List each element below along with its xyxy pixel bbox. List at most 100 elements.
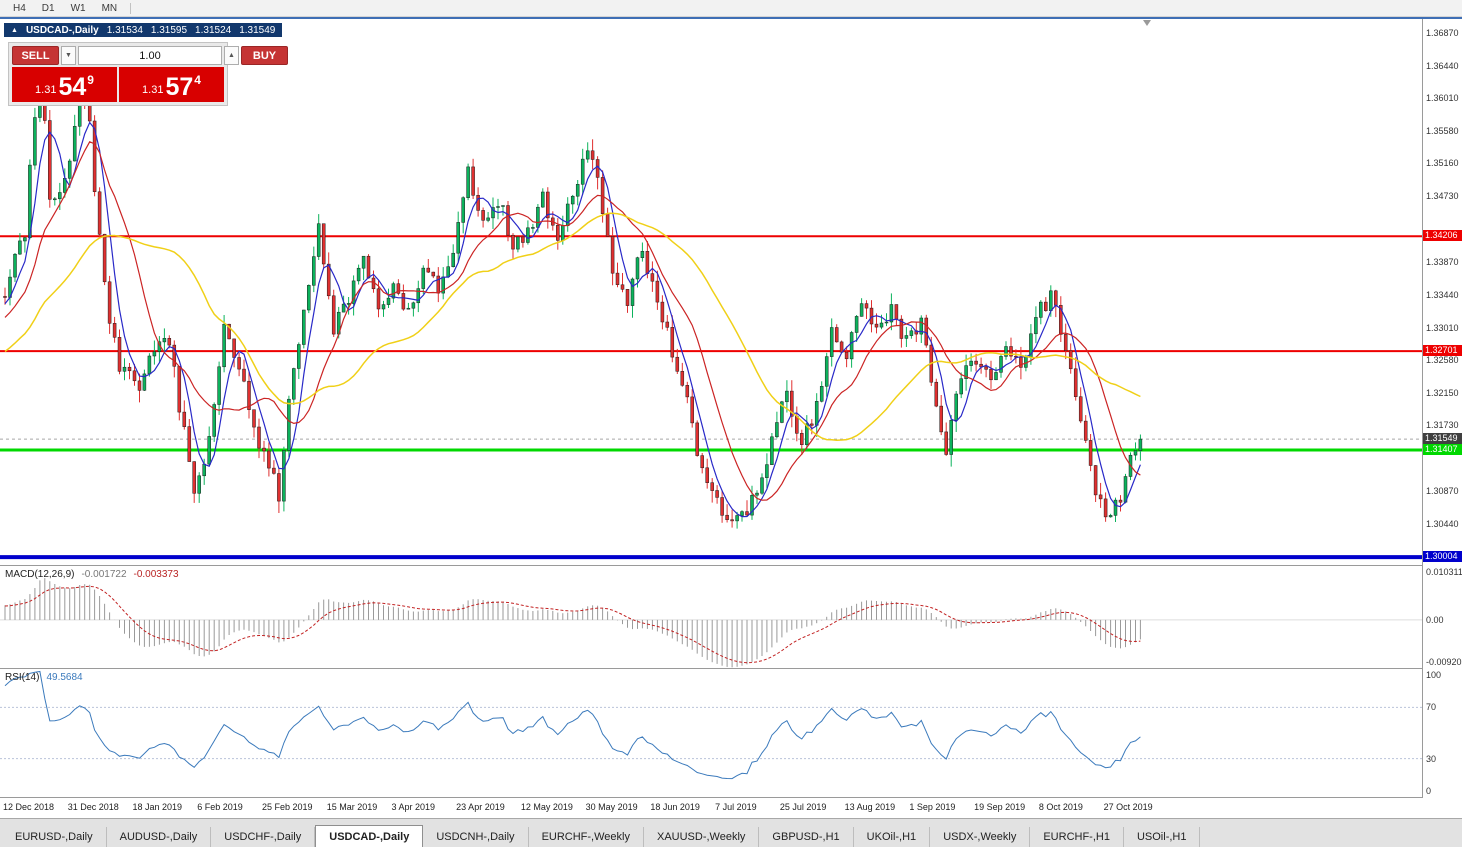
rsi-panel-plot[interactable] xyxy=(0,669,1422,797)
price-axis-label: 1.32150 xyxy=(1426,388,1459,399)
trade-prices-row: 1.31 54 9 1.31 57 4 xyxy=(12,67,224,102)
sell-price-display[interactable]: 1.31 54 9 xyxy=(12,67,117,102)
rsi-indicator-label: RSI(14) 49.5684 xyxy=(5,672,83,683)
buy-price-prefix: 1.31 xyxy=(142,84,164,96)
chart-window[interactable]: 1.36870 1.36440 1.36010 1.35580 1.35160 1.347… xyxy=(0,17,1462,818)
chart-tab-eurchf-h1[interactable]: EURCHF-,H1 xyxy=(1030,827,1124,847)
date-axis-label: 27 Oct 2019 xyxy=(1103,802,1153,812)
chart-tab-usoil-h1[interactable]: USOil-,H1 xyxy=(1124,827,1201,847)
rsi-name: RSI(14) xyxy=(5,672,40,683)
date-axis-label: 23 Apr 2019 xyxy=(456,802,505,812)
date-axis-label: 25 Feb 2019 xyxy=(261,802,313,812)
sell-price-pip: 9 xyxy=(87,73,94,87)
panel-separator xyxy=(0,797,1462,798)
date-axis[interactable]: 12 Dec 2018 31 Dec 2018 18 Jan 2019 6 Feb 2… xyxy=(0,798,1422,818)
ohlc-high: 1.31595 xyxy=(150,24,188,36)
hline-price-label: 1.30004 xyxy=(1423,551,1462,563)
chart-symbol-strip: ▲ USDCAD-,Daily 1.31534 1.31595 1.31524 … xyxy=(4,23,283,37)
chart-tab-usdx-weekly[interactable]: USDX-,Weekly xyxy=(930,827,1031,847)
chart-tab-eurchf-weekly[interactable]: EURCHF-,Weekly xyxy=(529,827,644,847)
date-axis-label: 18 Jan 2019 xyxy=(132,802,183,812)
chart-tab-usdcad-daily[interactable]: USDCAD-,Daily xyxy=(315,825,424,847)
price-axis-label: 1.31730 xyxy=(1426,420,1459,431)
panel-separator[interactable] xyxy=(0,668,1462,669)
chart-tab-usdchf-daily[interactable]: USDCHF-,Daily xyxy=(211,827,316,847)
chart-tab-eurusd-daily[interactable]: EURUSD-,Daily xyxy=(2,827,107,847)
macd-axis-label: 0.010311 xyxy=(1426,567,1462,577)
timeframe-button-mn[interactable]: MN xyxy=(101,2,118,14)
date-axis-label: 25 Jul 2019 xyxy=(779,802,827,812)
trade-controls-row: SELL ▼ ▲ BUY xyxy=(12,46,288,65)
current-price-label: 1.31549 xyxy=(1423,433,1462,445)
chart-symbol-label: USDCAD-,Daily xyxy=(25,24,99,36)
price-axis-label: 1.35160 xyxy=(1426,158,1459,169)
chart-window-top-border xyxy=(0,17,1462,19)
chart-shift-marker[interactable] xyxy=(1143,20,1151,26)
price-axis-label: 1.33440 xyxy=(1426,289,1459,300)
macd-name: MACD(12,26,9) xyxy=(5,569,75,580)
date-axis-label: 30 May 2019 xyxy=(585,802,638,812)
price-axis-label: 1.33010 xyxy=(1426,322,1459,333)
macd-panel-plot[interactable] xyxy=(0,566,1422,668)
sell-button[interactable]: SELL xyxy=(12,46,59,65)
price-axis-label: 1.36440 xyxy=(1426,60,1459,71)
macd-signal-value: -0.003373 xyxy=(133,569,179,580)
hline-price-label: 1.34206 xyxy=(1423,230,1462,242)
chart-tab-bar: EURUSD-,Daily AUDUSD-,Daily USDCHF-,Daily U… xyxy=(0,818,1462,847)
rsi-axis-label: 70 xyxy=(1426,702,1437,713)
chart-tab-audusd-daily[interactable]: AUDUSD-,Daily xyxy=(107,827,212,847)
buy-price-display[interactable]: 1.31 57 4 xyxy=(119,67,224,102)
macd-value: -0.001722 xyxy=(81,569,127,580)
chart-tab-gbpusd-h1[interactable]: GBPUSD-,H1 xyxy=(759,827,854,847)
price-chart-plot[interactable] xyxy=(0,17,1422,565)
toolbar-separator xyxy=(130,2,132,14)
panel-separator[interactable] xyxy=(0,565,1462,566)
volume-increase-button[interactable]: ▲ xyxy=(224,46,239,65)
rsi-axis-label: 100 xyxy=(1426,670,1442,680)
price-axis-label: 1.30870 xyxy=(1426,485,1459,496)
date-axis-label: 12 May 2019 xyxy=(520,802,573,812)
ohlc-close: 1.31549 xyxy=(239,24,276,36)
volume-decrease-button[interactable]: ▼ xyxy=(61,46,76,65)
chart-tab-xauusd-weekly[interactable]: XAUUSD-,Weekly xyxy=(644,827,760,847)
hline-price-label: 1.32701 xyxy=(1423,345,1462,357)
buy-price-big: 57 xyxy=(165,73,194,101)
sell-price-prefix: 1.31 xyxy=(35,84,57,96)
buy-button[interactable]: BUY xyxy=(241,46,288,65)
sell-price-big: 54 xyxy=(58,73,87,101)
macd-indicator-label: MACD(12,26,9) -0.001722 -0.003373 xyxy=(5,569,179,580)
price-axis-label: 1.30440 xyxy=(1426,518,1459,529)
price-axis-label: 1.35580 xyxy=(1426,126,1459,137)
date-axis-label: 15 Mar 2019 xyxy=(326,802,378,812)
price-axis[interactable]: 1.36870 1.36440 1.36010 1.35580 1.35160 1.347… xyxy=(1422,17,1462,798)
hline-price-label: 1.31407 xyxy=(1423,443,1462,455)
price-axis-label: 1.36870 xyxy=(1426,27,1459,38)
timeframe-buttons: H4 D1 W1 MN xyxy=(5,2,125,15)
one-click-trading-panel: SELL ▼ ▲ BUY 1.31 54 9 1.31 57 4 xyxy=(8,42,288,106)
timeframe-button-h4[interactable]: H4 xyxy=(13,2,26,14)
date-axis-label: 31 Dec 2018 xyxy=(67,802,119,812)
date-axis-label: 1 Sep 2019 xyxy=(909,802,956,812)
macd-axis-label: 0.00 xyxy=(1426,614,1444,625)
date-axis-label: 8 Oct 2019 xyxy=(1038,802,1083,812)
chart-tab-usdcnh-daily[interactable]: USDCNH-,Daily xyxy=(423,827,529,847)
timeframe-button-w1[interactable]: W1 xyxy=(70,2,86,14)
date-axis-label: 18 Jun 2019 xyxy=(650,802,700,812)
date-axis-label: 7 Jul 2019 xyxy=(715,802,757,812)
timeframe-toolbar: H4 D1 W1 MN xyxy=(0,0,1462,17)
date-axis-label: 13 Aug 2019 xyxy=(844,802,896,812)
date-axis-label: 6 Feb 2019 xyxy=(197,802,243,812)
rsi-value: 49.5684 xyxy=(46,672,83,683)
rsi-axis-label: 30 xyxy=(1426,753,1437,764)
timeframe-button-d1[interactable]: D1 xyxy=(41,2,55,14)
price-axis-label: 1.34730 xyxy=(1426,191,1459,202)
buy-price-pip: 4 xyxy=(194,73,201,87)
collapse-arrow-icon[interactable]: ▲ xyxy=(11,26,18,34)
volume-input[interactable] xyxy=(78,46,222,65)
macd-axis-label: -0.009203 xyxy=(1426,657,1462,667)
ohlc-low: 1.31524 xyxy=(195,24,232,36)
rsi-axis-label: 0 xyxy=(1426,786,1432,796)
chart-tab-ukoil-h1[interactable]: UKOil-,H1 xyxy=(854,827,931,847)
date-axis-label: 3 Apr 2019 xyxy=(391,802,435,812)
